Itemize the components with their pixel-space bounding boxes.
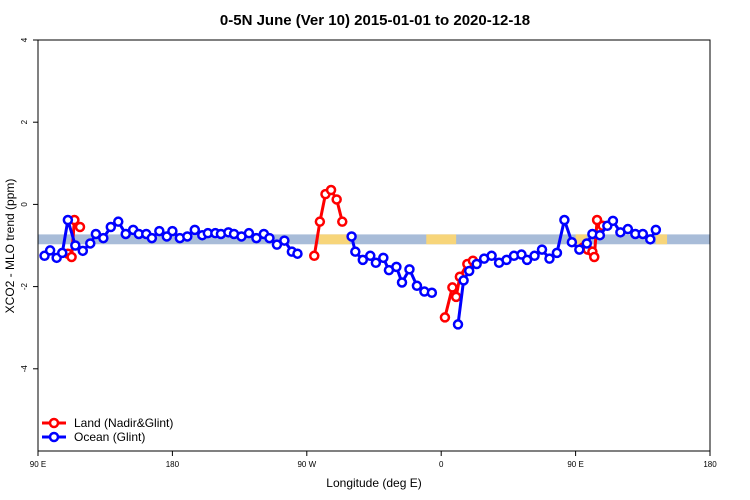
- series-ocean-point: [90, 228, 102, 240]
- series-ocean-point: [113, 216, 124, 227]
- x-axis-label: Longitude (deg E): [326, 476, 421, 490]
- series-ocean-point: [529, 250, 540, 262]
- x-tick-label: 90 W: [297, 460, 316, 469]
- x-tick-label: 90 E: [30, 460, 46, 469]
- series-ocean-point: [566, 236, 578, 248]
- legend-land-label: Land (Nadir&Glint): [74, 416, 173, 430]
- series-land: [62, 184, 608, 323]
- plot-series: [39, 184, 662, 330]
- series-ocean-point: [559, 214, 570, 226]
- x-axis: 90 E 180 90 W 0 90 E 180: [30, 451, 717, 469]
- series-ocean-point: [426, 287, 438, 299]
- series-ocean-point: [365, 250, 376, 262]
- x-tick-label: 0: [439, 460, 444, 469]
- series-ocean-point: [452, 319, 464, 330]
- y-tick-label: -4: [20, 365, 29, 373]
- y-tick-label: 2: [20, 119, 29, 124]
- band-land-segment: [318, 234, 350, 245]
- series-ocean-point: [370, 257, 382, 269]
- series-ocean-point: [189, 224, 201, 236]
- series-ocean-point: [501, 254, 512, 266]
- x-tick-label: 180: [166, 460, 180, 469]
- series-ocean-point: [154, 225, 165, 237]
- y-axis-label: XCO2 - MLO trend (ppm): [3, 179, 17, 314]
- series-ocean-point: [346, 231, 357, 242]
- series-ocean-point: [536, 244, 548, 255]
- series-ocean-point: [292, 248, 303, 259]
- series-ocean-point: [645, 234, 656, 245]
- series-ocean-point: [378, 252, 389, 264]
- series-ocean-point: [411, 280, 423, 292]
- series-ocean-point: [279, 235, 290, 246]
- series-land-point: [337, 216, 348, 227]
- series-ocean-point: [391, 261, 402, 273]
- reference-band: [38, 234, 710, 245]
- series-ocean-point: [146, 232, 158, 244]
- series-land-point: [309, 250, 320, 262]
- series-ocean-point: [105, 221, 117, 233]
- series-ocean-point: [57, 247, 68, 259]
- legend-ocean-label: Ocean (Glint): [74, 430, 145, 444]
- y-tick-label: 0: [20, 202, 29, 207]
- series-ocean-point: [458, 275, 469, 286]
- series-ocean-point: [486, 250, 497, 262]
- y-axis: 4 2 0 -2 -4: [20, 37, 38, 372]
- band-ocean: [38, 234, 710, 245]
- series-land-point: [66, 251, 77, 263]
- series-ocean-point: [85, 238, 96, 249]
- band-land-segment: [575, 234, 587, 245]
- series-ocean-point: [607, 215, 619, 227]
- series-ocean-point: [622, 223, 634, 235]
- series-ocean-point: [120, 228, 131, 240]
- series-ocean-point: [357, 254, 369, 266]
- y-tick-label: -2: [20, 282, 29, 290]
- series-land-point: [439, 312, 451, 323]
- series-ocean-point: [581, 238, 593, 249]
- series-ocean-point: [471, 258, 482, 270]
- series-ocean-point: [182, 231, 193, 242]
- series-ocean-point: [650, 224, 662, 236]
- series-ocean-point: [98, 232, 109, 244]
- legend-ocean-marker: [48, 431, 60, 443]
- series-ocean-point: [463, 265, 475, 277]
- series-ocean-point: [62, 214, 74, 226]
- series-land-point: [314, 216, 326, 227]
- series-ocean-point: [350, 246, 361, 257]
- series-land-point: [589, 251, 600, 263]
- series-ocean-point: [264, 232, 275, 244]
- x-tick-label: 90 E: [567, 460, 583, 469]
- series-ocean-point: [243, 227, 255, 239]
- series-land-point: [331, 194, 342, 205]
- plot-frame: [37, 39, 711, 452]
- x-tick-label: 180: [703, 460, 717, 469]
- chart-title: 0-5N June (Ver 10) 2015-01-01 to 2020-12…: [220, 12, 530, 29]
- series-ocean-point: [251, 232, 262, 244]
- legend-land-marker: [48, 417, 60, 429]
- y-tick-label: 4: [20, 37, 29, 42]
- series-ocean-point: [544, 253, 555, 264]
- series-ocean-point: [637, 228, 649, 240]
- series-ocean-point: [77, 245, 89, 257]
- series-land-point: [74, 221, 86, 233]
- series-ocean-point: [271, 239, 283, 250]
- series-ocean-point: [396, 277, 408, 288]
- series-ocean-point: [574, 244, 585, 255]
- series-ocean-point: [70, 240, 81, 251]
- series-ocean-point: [594, 229, 606, 241]
- series-land-point: [325, 184, 337, 196]
- series-ocean-point: [551, 247, 563, 259]
- series-land-point: [450, 291, 462, 303]
- series-land-point: [447, 282, 458, 293]
- band-land-segment: [426, 234, 457, 245]
- series-ocean-point: [44, 245, 56, 256]
- series-ocean: [39, 214, 662, 330]
- series-ocean-point: [167, 225, 178, 237]
- legend: Land (Nadir&Glint) Ocean (Glint): [42, 416, 173, 444]
- band-land-segment: [655, 234, 668, 245]
- series-ocean-point: [404, 264, 415, 275]
- series-ocean-point: [521, 254, 533, 266]
